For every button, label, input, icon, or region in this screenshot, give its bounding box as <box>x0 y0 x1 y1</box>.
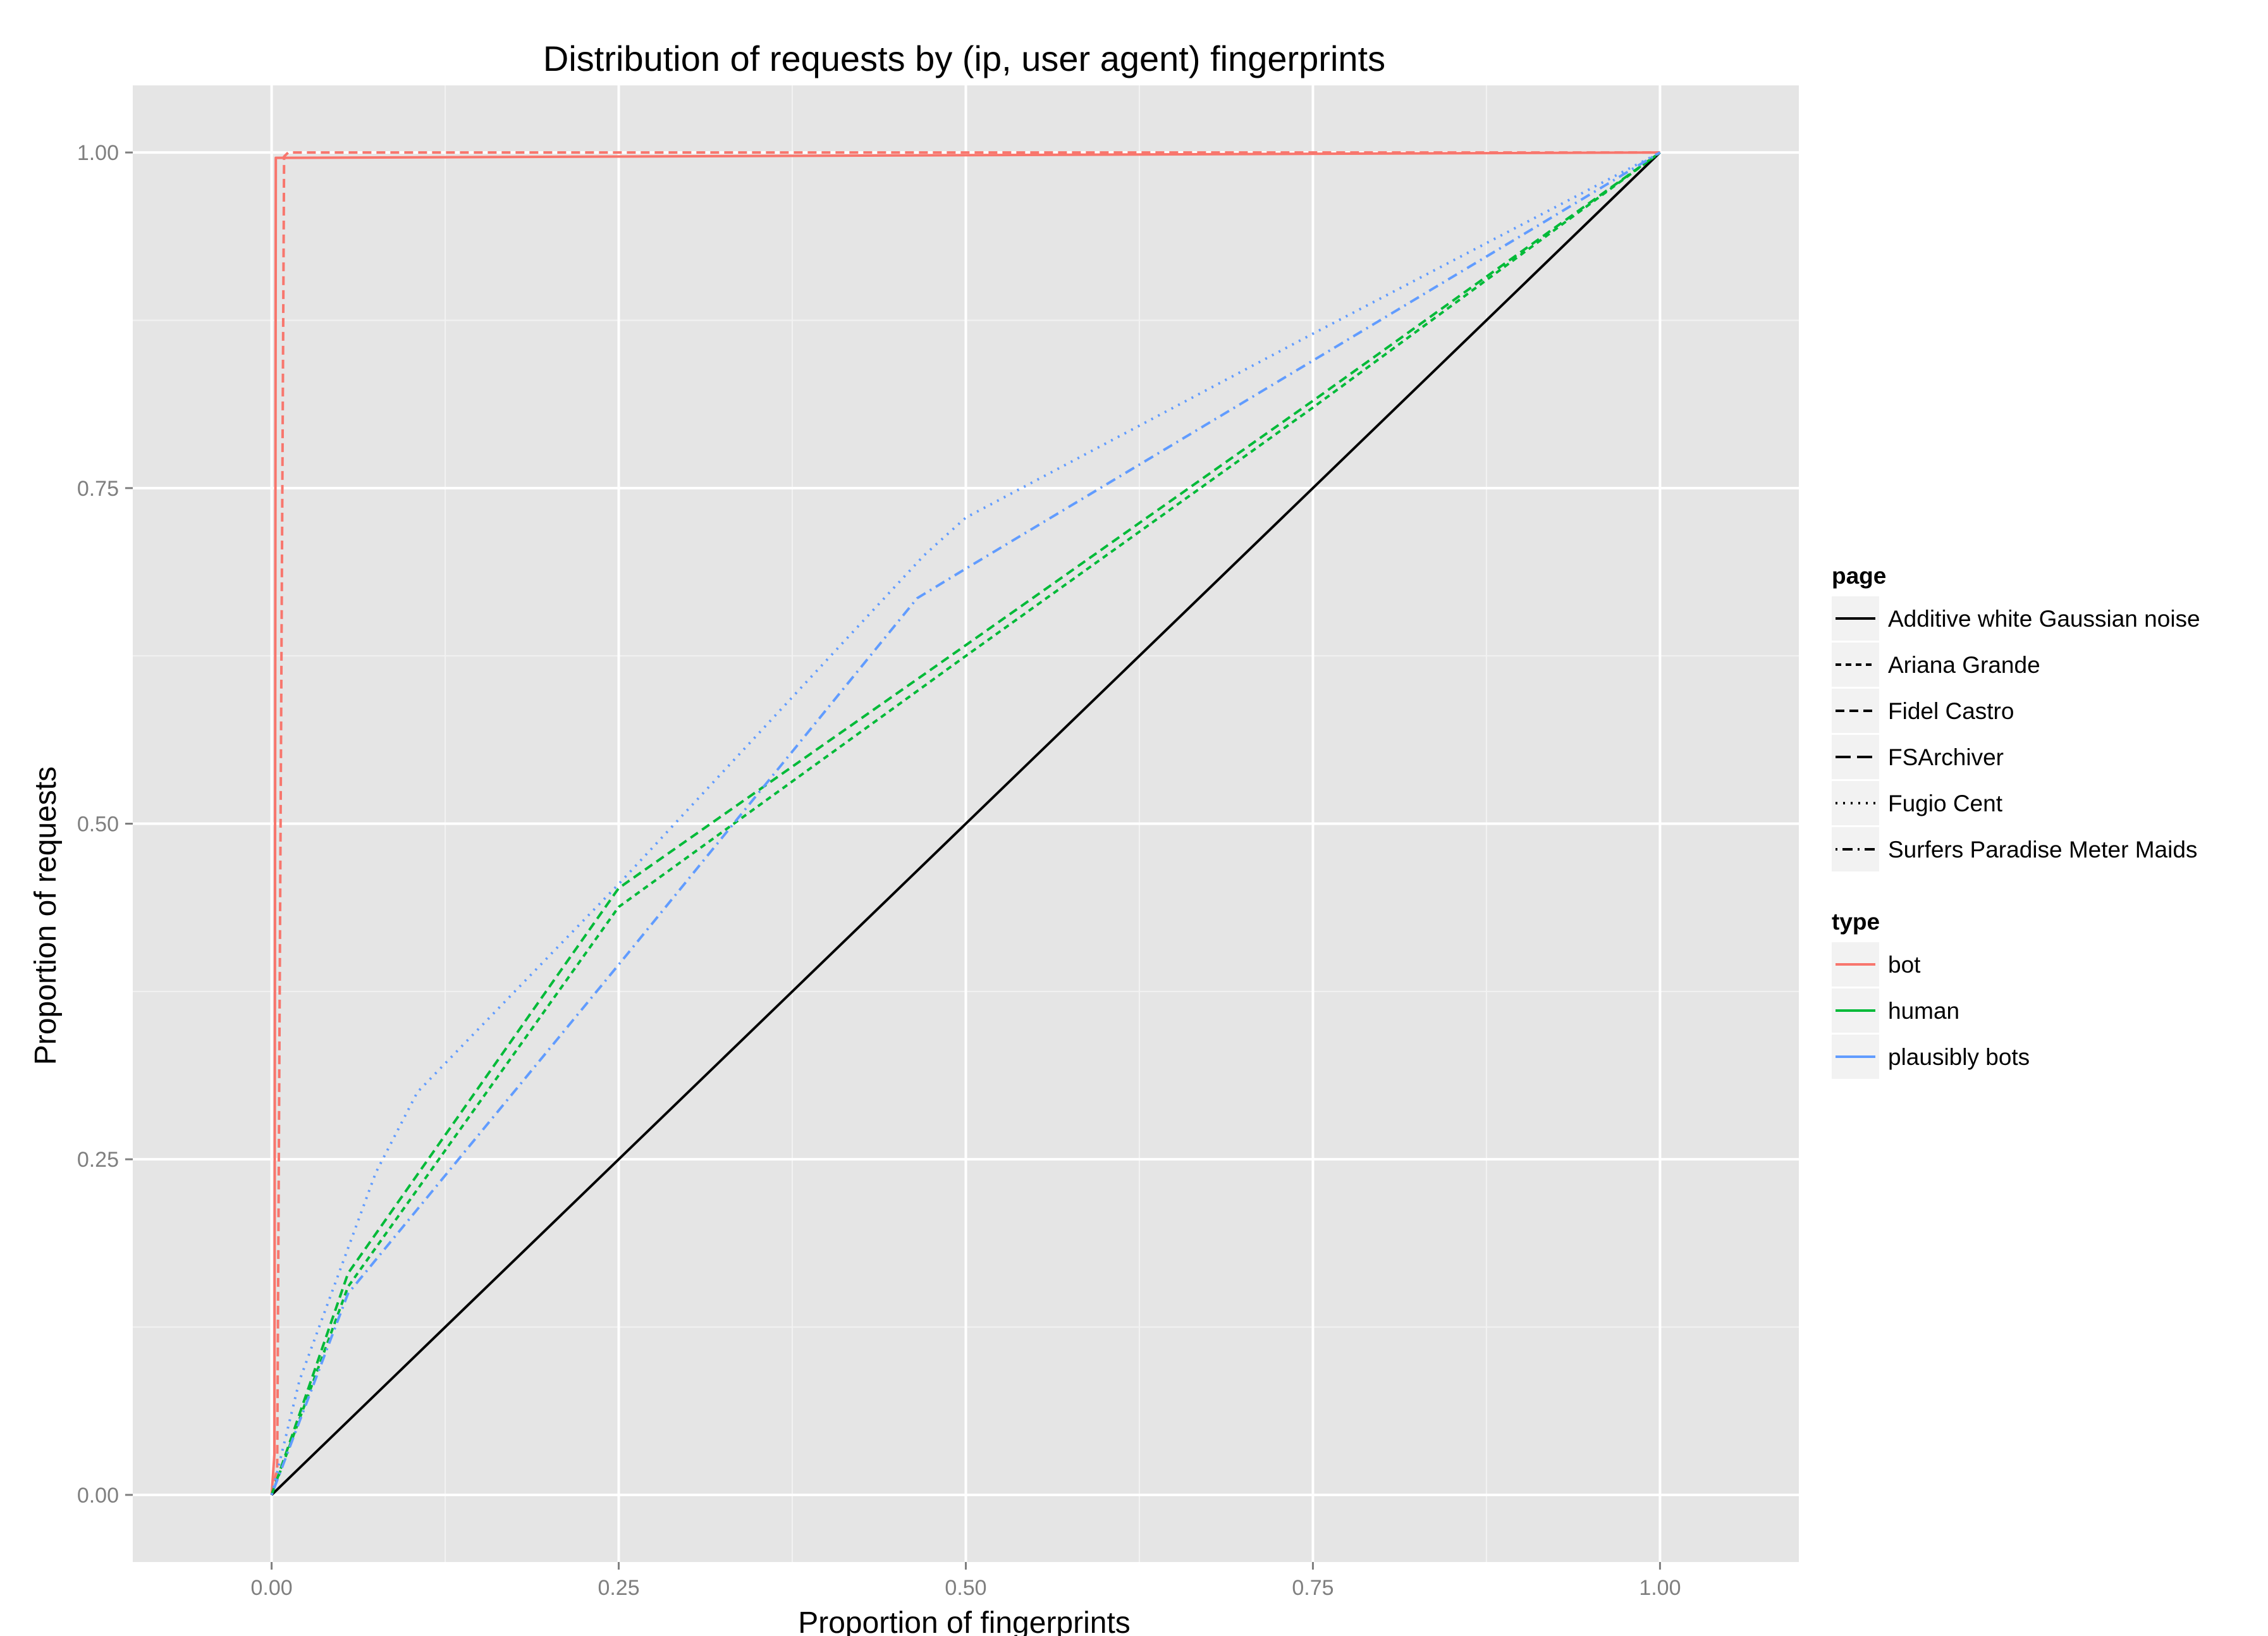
series-line-human-ariana-grande <box>270 151 1661 1496</box>
x-tick-label: 0.00 <box>250 1576 292 1600</box>
series-line-plausibly-bots-fugio-cent <box>270 151 1661 1496</box>
x-tick-label: 0.50 <box>945 1576 986 1600</box>
series-line-human-fidel-castro <box>270 151 1661 1496</box>
legend-label-fsarchiver: FSArchiver <box>1888 744 2004 770</box>
y-tick-label: 1.00 <box>77 141 119 165</box>
series-line-bot-additive-white-gaussian-noise <box>271 151 1661 1496</box>
y-tick-label: 0.50 <box>77 813 119 837</box>
series-line-plausibly-bots-surfers-paradise-meter-maids <box>270 151 1661 1496</box>
y-tick-label: 0.00 <box>77 1484 119 1508</box>
legend-type-title: type <box>1832 909 1880 935</box>
y-tick-label: 0.25 <box>77 1148 119 1172</box>
legend-label-additive-white-gaussian-noise: Additive white Gaussian noise <box>1888 606 2200 632</box>
x-tick-label: 0.75 <box>1292 1576 1333 1600</box>
x-tick-label: 1.00 <box>1639 1576 1681 1600</box>
legend-label-bot: bot <box>1888 952 1921 978</box>
x-axis-ticks: 0.00 0.25 0.50 0.75 1.00 <box>250 1562 1681 1600</box>
x-tick-label: 0.25 <box>598 1576 639 1600</box>
series-lines <box>270 151 1661 1496</box>
legend-page: page Additive white Gaussian noise Ariana… <box>1832 563 2200 871</box>
y-axis-title: Proportion of requests <box>29 766 63 1065</box>
legend-label-ariana-grande: Ariana Grande <box>1888 652 2040 678</box>
legend-label-plausibly-bots: plausibly bots <box>1888 1044 2030 1070</box>
legend-label-fidel-castro: Fidel Castro <box>1888 698 2014 724</box>
series-line-bot-fsarchiver <box>270 151 1660 1496</box>
series-line-bot-fidel-castro <box>270 151 1660 1496</box>
legend-page-title: page <box>1832 563 1886 589</box>
y-tick-label: 0.75 <box>77 477 119 501</box>
legend-key-box <box>1832 781 1879 825</box>
chart-title: Distribution of requests by (ip, user ag… <box>543 39 1385 78</box>
legend-label-human: human <box>1888 998 1959 1024</box>
legend-type: type bot human plausibly bots <box>1832 909 2030 1079</box>
x-axis-title: Proportion of fingerprints <box>798 1606 1131 1636</box>
y-axis-ticks: 0.00 0.25 0.50 0.75 1.00 <box>77 141 133 1508</box>
legend-label-fugio-cent: Fugio Cent <box>1888 790 2003 816</box>
legend-label-surfers-paradise-meter-maids: Surfers Paradise Meter Maids <box>1888 837 2197 863</box>
